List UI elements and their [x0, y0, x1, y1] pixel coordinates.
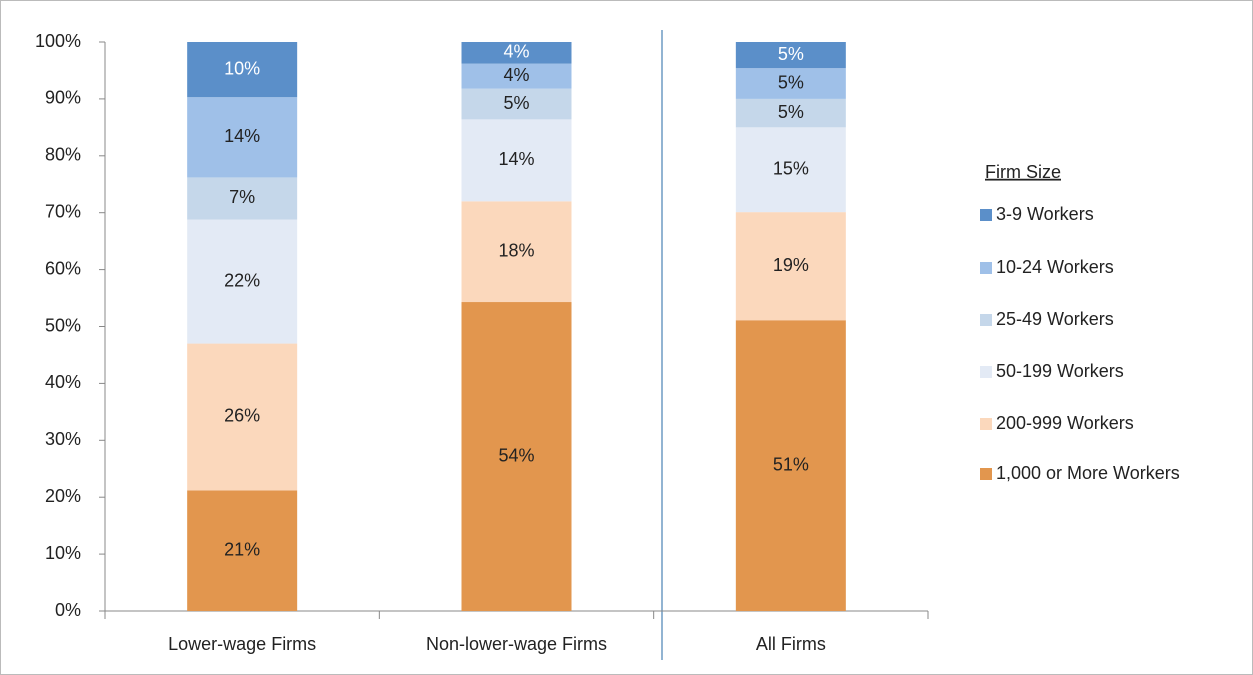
bar-segment — [187, 97, 298, 178]
data-label: 5% — [503, 93, 529, 113]
y-tick-label: 20% — [45, 486, 81, 506]
data-label: 5% — [778, 44, 804, 64]
data-label: 15% — [773, 158, 809, 178]
data-label: 22% — [224, 270, 260, 290]
bar-segment — [461, 63, 572, 89]
bar-segment — [461, 119, 572, 202]
bar-segment — [735, 212, 846, 321]
legend-label: 3-9 Workers — [996, 204, 1094, 224]
legend-swatch — [980, 209, 992, 221]
legend-swatch — [980, 314, 992, 326]
data-label: 18% — [498, 240, 534, 260]
legend-swatch — [980, 262, 992, 274]
legend-swatch — [980, 418, 992, 430]
y-tick-label: 90% — [45, 88, 81, 108]
legend-label: 50-199 Workers — [996, 361, 1124, 381]
legend-label: 200-999 Workers — [996, 413, 1134, 433]
y-tick-label: 50% — [45, 315, 81, 335]
data-label: 51% — [773, 454, 809, 474]
legend-title: Firm Size — [985, 162, 1061, 182]
data-label: 54% — [498, 445, 534, 465]
y-tick-label: 80% — [45, 145, 81, 165]
data-label: 26% — [224, 406, 260, 426]
bar-segment — [461, 302, 572, 611]
legend-label: 25-49 Workers — [996, 309, 1114, 329]
y-tick-label: 100% — [35, 31, 81, 51]
data-label: 21% — [224, 539, 260, 559]
data-label: 4% — [503, 42, 529, 62]
bar-segment — [187, 177, 298, 220]
legend-swatch — [980, 366, 992, 378]
bar-segment — [735, 98, 846, 128]
bar-segment — [735, 42, 846, 69]
data-label: 19% — [773, 255, 809, 275]
data-label: 10% — [224, 58, 260, 78]
bar-segment — [461, 88, 572, 120]
bar-segment — [461, 201, 572, 303]
data-label: 7% — [229, 187, 255, 207]
legend-label: 1,000 or More Workers — [996, 463, 1180, 483]
data-label: 5% — [778, 102, 804, 122]
bar-segment — [187, 42, 298, 98]
x-tick-label: Non-lower-wage Firms — [426, 634, 607, 654]
x-tick-label: Lower-wage Firms — [168, 634, 316, 654]
data-label: 4% — [503, 65, 529, 85]
bar-segment — [735, 68, 846, 99]
bar-segment — [187, 490, 298, 611]
y-tick-label: 40% — [45, 372, 81, 392]
y-tick-label: 10% — [45, 543, 81, 563]
bar-segment — [461, 42, 572, 64]
x-tick-label: All Firms — [756, 634, 826, 654]
legend-swatch — [980, 468, 992, 480]
y-tick-label: 0% — [55, 600, 81, 620]
bar-segment — [187, 343, 298, 491]
bar-segment — [187, 219, 298, 344]
y-tick-label: 30% — [45, 429, 81, 449]
bar-segment — [735, 320, 846, 611]
bar-segment — [735, 127, 846, 213]
y-tick-label: 70% — [45, 201, 81, 221]
data-label: 14% — [224, 126, 260, 146]
legend-label: 10-24 Workers — [996, 257, 1114, 277]
data-label: 14% — [498, 149, 534, 169]
y-tick-label: 60% — [45, 258, 81, 278]
data-label: 5% — [778, 72, 804, 92]
